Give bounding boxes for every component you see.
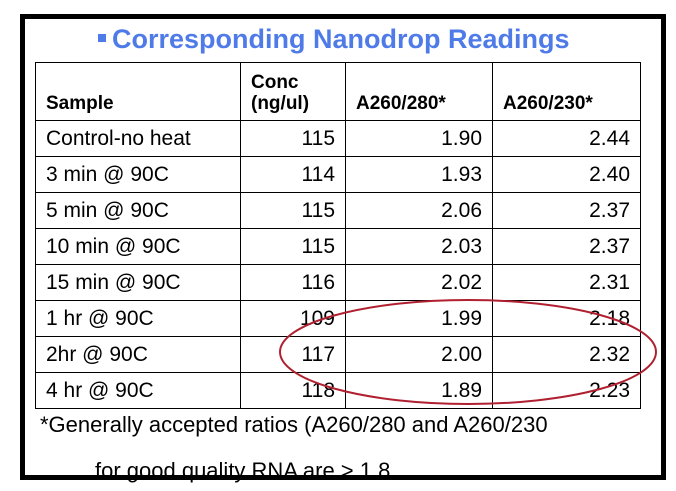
table-cell: 4 hr @ 90C — [35, 372, 241, 409]
header-cell: A260/280* — [345, 62, 493, 121]
table-cell: 2.23 — [492, 372, 641, 409]
table-cell: Control-no heat — [35, 120, 241, 157]
header-cell: Sample — [35, 62, 241, 121]
table-cell: 115 — [240, 120, 346, 157]
table-cell: 2.18 — [492, 300, 641, 337]
slide-frame — [20, 14, 666, 480]
table-cell: 2.31 — [492, 264, 641, 301]
footnote: *Generally accepted ratios (A260/280 and… — [40, 412, 548, 437]
table-cell: 2.00 — [345, 336, 493, 373]
table-row: 15 min @ 90C 116 2.02 2.31 — [35, 264, 641, 301]
table-cell: 2.37 — [492, 228, 641, 265]
table-cell: 2.03 — [345, 228, 493, 265]
table-cell: 115 — [240, 192, 346, 229]
table-cell: 3 min @ 90C — [35, 156, 241, 193]
table-cell: 1.99 — [345, 300, 493, 337]
table-cell: 118 — [240, 372, 346, 409]
table-row: 10 min @ 90C 115 2.03 2.37 — [35, 228, 641, 265]
table-cell: 2.02 — [345, 264, 493, 301]
title: Corresponding Nanodrop Readings — [112, 24, 570, 54]
table-cell: 1.89 — [345, 372, 493, 409]
table-cell: 1.90 — [345, 120, 493, 157]
table-cell: 116 — [240, 264, 346, 301]
table-cell: 15 min @ 90C — [35, 264, 241, 301]
table-cell: 1 hr @ 90C — [35, 300, 241, 337]
table-row: 5 min @ 90C 115 2.06 2.37 — [35, 192, 641, 229]
header-row: Sample Conc (ng/ul) A260/280* A260/230* — [35, 62, 641, 121]
table-cell: 2.44 — [492, 120, 641, 157]
table-cell: 5 min @ 90C — [35, 192, 241, 229]
footnote: for good quality RNA are > 1.8. — [95, 458, 397, 483]
table-cell: 2hr @ 90C — [35, 336, 241, 373]
table-cell: 2.06 — [345, 192, 493, 229]
table-cell: 2.37 — [492, 192, 641, 229]
readings-table: Sample Conc (ng/ul) A260/280* A260/230* Con… — [35, 62, 641, 409]
table-body: Control-no heat 115 1.90 2.44 3 min @ 90C 114… — [35, 120, 641, 409]
table-cell: 1.93 — [345, 156, 493, 193]
table-row: 4 hr @ 90C 118 1.89 2.23 — [35, 372, 641, 409]
header-cell: Conc (ng/ul) — [240, 62, 346, 121]
table-cell: 114 — [240, 156, 346, 193]
header-cell: A260/230* — [492, 62, 641, 121]
table-cell: 10 min @ 90C — [35, 228, 241, 265]
table-row: 2hr @ 90C 117 2.00 2.32 — [35, 336, 641, 373]
table-cell: 117 — [240, 336, 346, 373]
table-cell: 109 — [240, 300, 346, 337]
table-row: 3 min @ 90C 114 1.93 2.40 — [35, 156, 641, 193]
table-cell: 115 — [240, 228, 346, 265]
table-cell: 2.40 — [492, 156, 641, 193]
table-row: Control-no heat 115 1.90 2.44 — [35, 120, 641, 157]
table-row: 1 hr @ 90C 109 1.99 2.18 — [35, 300, 641, 337]
table-cell: 2.32 — [492, 336, 641, 373]
bullet — [98, 34, 106, 42]
